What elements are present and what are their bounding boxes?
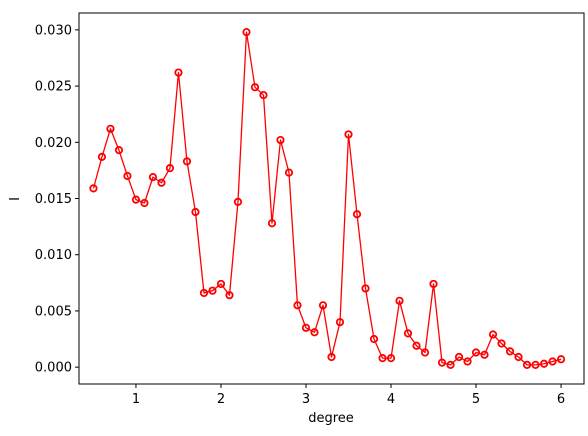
series-line (92, 31, 562, 366)
data-point-5 (131, 195, 141, 204)
y-axis: 0.000 0.005 0.010 0.015 0.020 0.025 0.030 (35, 23, 79, 376)
y-tick-label: 0.015 (35, 192, 72, 207)
data-point-54 (548, 357, 557, 366)
data-point-34 (378, 354, 387, 363)
data-point-41 (437, 358, 447, 367)
data-point-20 (259, 90, 268, 100)
data-point-38 (412, 341, 421, 350)
y-tick-label: 0.030 (35, 23, 72, 38)
x-tick-label: 3 (302, 392, 310, 407)
y-tick-label: 0.010 (35, 248, 72, 263)
y-axis-label: I (8, 197, 23, 201)
data-point-1 (97, 152, 107, 161)
data-point-36 (395, 296, 404, 305)
data-point-33 (369, 334, 379, 344)
y-tick-label: 0.025 (35, 80, 72, 95)
data-point-51 (522, 360, 532, 369)
data-point-2 (106, 124, 115, 133)
data-point-30 (344, 130, 353, 139)
data-point-53 (539, 359, 549, 368)
data-point-7 (148, 173, 158, 182)
data-point-45 (471, 348, 481, 357)
data-point-16 (225, 291, 234, 300)
data-point-4 (123, 171, 132, 181)
data-point-15 (216, 279, 226, 289)
data-point-52 (531, 360, 540, 369)
data-point-14 (208, 286, 217, 295)
data-point-31 (352, 210, 362, 219)
data-point-43 (454, 352, 464, 362)
data-point-29 (335, 318, 345, 327)
data-point-8 (157, 178, 166, 187)
data-point-37 (403, 329, 413, 338)
data-point-25 (301, 323, 311, 332)
data-point-22 (276, 135, 285, 145)
data-point-49 (505, 347, 515, 356)
data-point-47 (488, 330, 498, 339)
y-tick-label: 0.020 (35, 136, 72, 151)
x-tick-label: 6 (557, 392, 565, 407)
data-point-13 (199, 288, 209, 298)
data-point-55 (556, 355, 566, 364)
y-tick-label: 0.005 (35, 304, 72, 319)
x-tick-label: 1 (132, 392, 140, 407)
data-point-23 (284, 168, 294, 177)
x-tick-label: 2 (217, 392, 225, 407)
axes-frame (78, 12, 585, 385)
data-point-11 (182, 157, 192, 166)
plot-area (89, 28, 566, 369)
data-point-27 (318, 301, 328, 310)
data-point-42 (446, 360, 455, 369)
data-point-28 (327, 352, 336, 362)
data-point-6 (140, 198, 149, 208)
data-point-19 (250, 83, 260, 92)
x-tick-label: 5 (472, 392, 480, 407)
data-point-50 (514, 352, 523, 362)
data-point-18 (242, 28, 251, 37)
x-axis-label: degree (308, 411, 354, 426)
data-point-48 (497, 339, 506, 348)
data-point-32 (361, 284, 370, 293)
data-point-21 (267, 219, 277, 228)
data-point-12 (191, 207, 200, 217)
data-point-44 (463, 357, 472, 366)
data-point-46 (480, 350, 489, 359)
y-tick-label: 0.000 (35, 361, 72, 376)
data-point-9 (165, 164, 175, 173)
data-point-3 (114, 146, 124, 155)
x-axis: 1 2 3 4 5 6 (132, 384, 565, 407)
data-point-17 (233, 197, 243, 206)
data-point-10 (174, 68, 183, 77)
data-point-0 (89, 184, 98, 193)
data-point-24 (293, 301, 302, 310)
x-tick-label: 4 (387, 392, 395, 407)
data-point-26 (310, 328, 319, 337)
data-point-35 (386, 354, 396, 363)
data-point-39 (420, 348, 430, 357)
data-point-40 (429, 279, 438, 289)
